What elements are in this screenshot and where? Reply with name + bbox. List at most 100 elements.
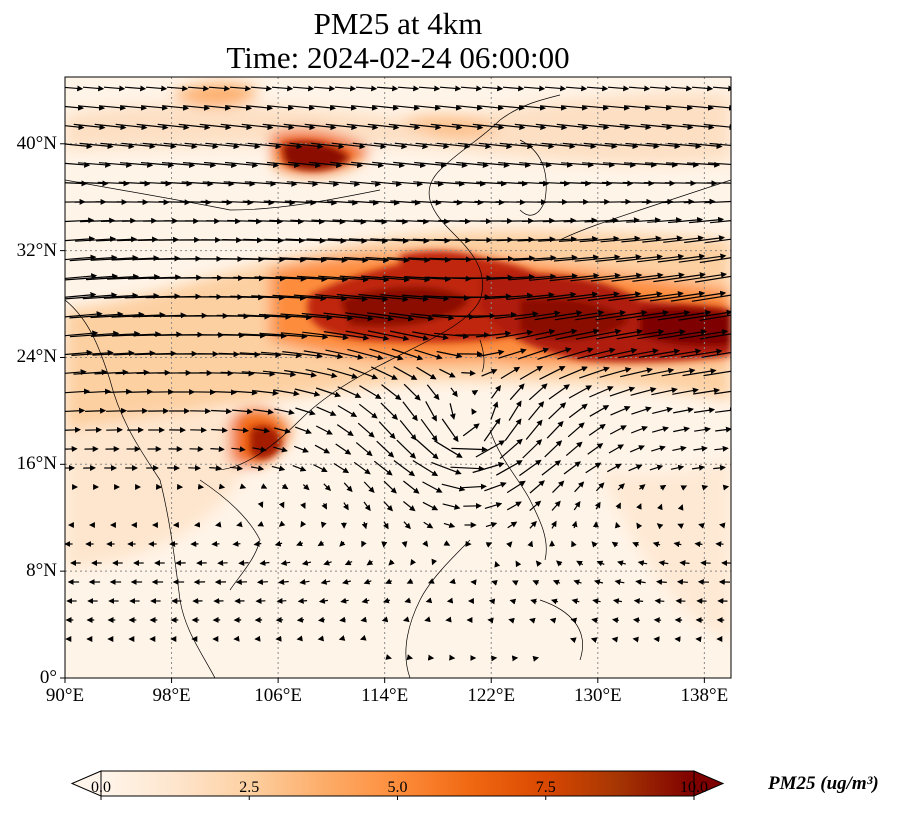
wind-arrow [357,422,375,438]
wind-arrow [372,161,405,169]
wind-arrow [245,161,280,169]
wind-arrow [293,445,309,453]
wind-arrow [575,309,626,321]
wind-arrow [552,480,565,494]
wind-arrow [499,438,523,459]
wind-arrow [254,275,307,282]
wind-arrow [703,370,731,377]
wind-arrow [353,218,388,225]
wind-arrow [511,580,519,586]
wind-arrow [573,579,582,586]
wind-arrow [679,560,690,567]
wind-arrow [370,237,409,244]
wind-arrow [472,123,505,131]
wind-arrow [561,104,588,111]
wind-arrow [401,294,450,302]
wind-arrow [328,180,361,187]
wind-arrow [517,236,556,243]
wind-arrow [477,104,504,111]
wind-arrow [651,445,666,452]
wind-arrow [462,483,487,490]
wind-arrow [689,216,725,224]
wind-arrow [295,407,316,416]
wind-arrow [76,180,109,187]
wind-arrow [679,328,729,340]
wind-arrow [320,578,331,585]
wind-arrow [100,142,135,150]
wind-arrow [257,501,264,508]
wind-arrow [670,85,693,92]
wind-arrow [584,217,619,224]
wind-arrow [373,142,408,150]
wind-arrow [661,368,696,377]
wind-arrow [296,616,305,623]
wind-arrow [237,313,292,320]
wind-arrow [427,578,435,584]
wind-arrow [374,218,409,225]
wind-arrow [632,272,685,282]
wind-arrow [293,294,348,302]
wind-arrow [449,403,456,420]
wind-vectors [65,85,731,662]
wind-arrow [366,312,415,322]
wind-arrow [539,366,566,380]
lat-tick-label: 24°N [16,346,57,368]
wind-arrow [304,123,337,131]
wind-arrow [478,142,513,150]
wind-arrow [596,560,605,567]
wind-arrow [693,387,720,395]
wind-arrow [386,257,431,264]
wind-arrow [84,388,112,395]
wind-arrow [694,426,711,433]
wind-arrow [709,142,731,147]
wind-arrow [535,123,568,131]
wind-arrow [252,389,279,396]
wind-arrow [500,366,521,380]
wind-arrow [274,540,283,547]
wind-arrow [670,464,685,471]
wind-arrow [367,330,410,342]
wind-arrow [103,85,126,92]
wind-arrow [253,408,274,415]
wind-arrow [365,256,410,264]
lat-tick-label: 16°N [16,453,57,475]
wind-arrow [517,347,550,360]
wind-arrow [256,579,268,586]
wind-arrow [391,237,430,244]
wind-arrow [641,198,674,205]
wind-arrow [294,388,321,397]
wind-arrow [552,579,561,586]
wind-arrow [432,313,475,320]
wind-arrow [205,142,240,150]
wind-arrow [241,370,276,377]
wind-arrow [78,104,106,111]
wind-arrow [290,218,325,225]
wind-arrow [488,273,535,280]
wind-arrow [494,311,539,320]
wind-arrow [381,384,402,401]
wind-arrow [376,440,395,458]
wind-arrow [569,637,577,644]
wind-arrow [682,123,715,131]
wind-arrow [380,294,429,302]
lat-tick-label: 40°N [16,132,57,154]
wind-arrow [163,142,198,150]
wind-arrow [529,500,542,512]
wind-arrow [274,427,291,434]
map-title: PM25 at 4km [313,6,483,41]
wind-arrow [157,123,190,131]
colorbar-gradient [101,771,694,796]
wind-arrow [346,123,379,131]
wind-arrow [432,199,463,206]
wind-arrow [590,272,643,282]
wind-arrow [451,123,484,131]
wind-arrow [363,481,375,493]
wind-arrow [550,520,557,529]
wind-arrow [453,199,484,206]
wind-arrow [436,350,463,359]
wind-arrow [348,237,389,244]
wind-arrow [484,502,503,509]
wind-arrow [300,520,307,528]
wind-arrow [203,161,238,169]
wind-arrow [318,616,325,623]
